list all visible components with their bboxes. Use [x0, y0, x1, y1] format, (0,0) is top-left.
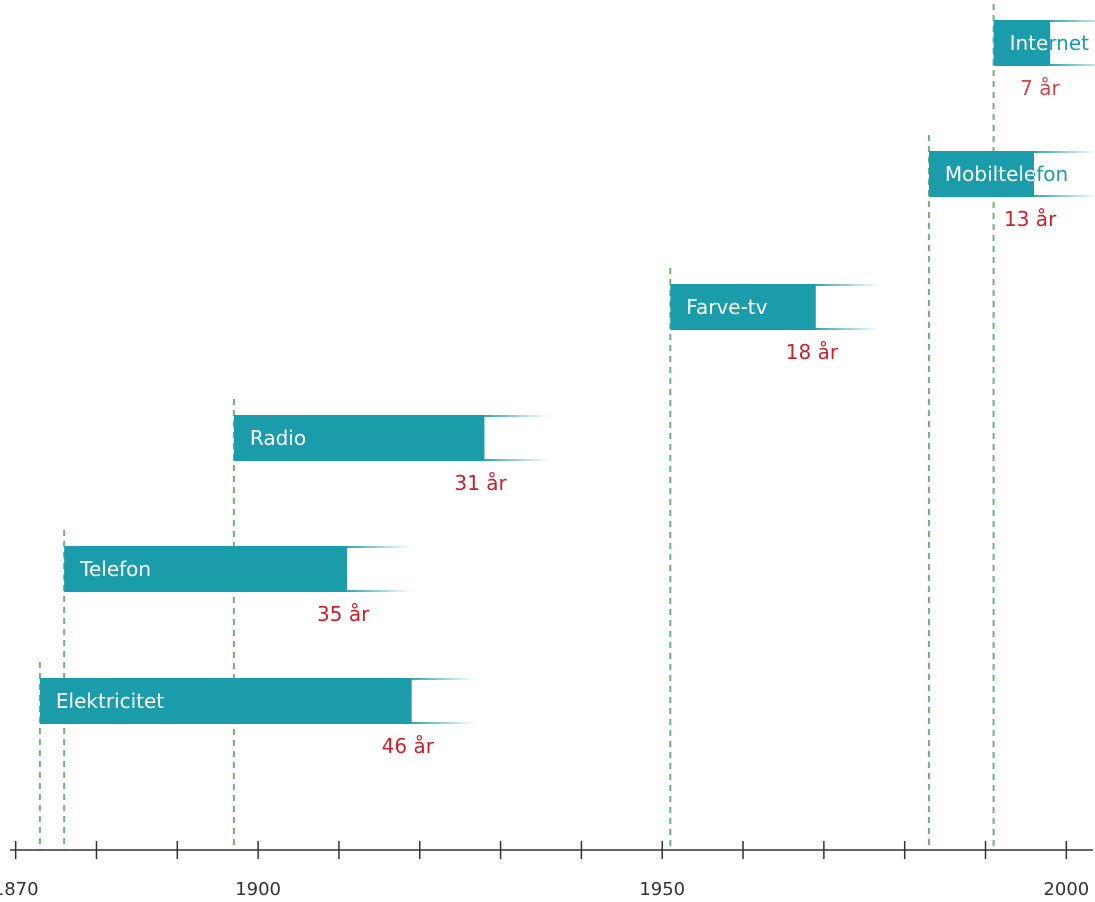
bar-fade-bottom-farve-tv — [815, 328, 880, 330]
x-tick-label-1900: 1900 — [235, 879, 281, 900]
bar-label-on-bar-mobiltelefon: Mobiltelefon — [945, 162, 1068, 186]
bar-label-internet: Internet — [1010, 31, 1090, 55]
duration-label-mobiltelefon: 13 år — [1004, 207, 1057, 231]
x-tick-label-1870: 1870 — [0, 879, 39, 900]
bar-label-on-bar-radio: Radio — [250, 426, 306, 450]
bar-fade-bottom-mobiltelefon — [1034, 195, 1095, 197]
bar-label-on-bar-elektricitet: Elektricitet — [56, 689, 164, 713]
bar-fade-top-telefon — [347, 546, 412, 548]
duration-label-telefon: 35 år — [317, 602, 370, 626]
bar-label-on-bar-internet: Internet — [1010, 31, 1090, 55]
bar-radio — [233, 415, 485, 461]
x-tick-label-2000: 2000 — [1043, 879, 1089, 900]
duration-label-radio: 31 år — [454, 471, 507, 495]
bar-telefon — [64, 546, 348, 592]
duration-label-internet: 7 år — [1020, 76, 1060, 100]
bar-fade-top-mobiltelefon — [1034, 151, 1095, 153]
bar-label-farve-tv: Farve-tv — [686, 295, 767, 319]
bar-label-on-bar-telefon: Telefon — [79, 557, 151, 581]
bar-label-telefon: Telefon — [79, 557, 151, 581]
bar-label-elektricitet: Elektricitet — [56, 689, 164, 713]
bar-fade-top-farve-tv — [815, 284, 880, 286]
duration-label-farve-tv: 18 år — [786, 340, 839, 364]
x-axis: 1870 1900 1950 2000 — [0, 841, 1093, 900]
bar-fade-bottom-elektricitet — [411, 722, 476, 724]
bar-label-mobiltelefon: Mobiltelefon — [945, 162, 1068, 186]
bar-fade-top-internet — [1050, 20, 1095, 22]
bar-internet — [993, 20, 1051, 66]
bar-fade-top-radio — [484, 415, 549, 417]
bar-fade-bottom-telefon — [347, 590, 412, 592]
bar-fade-top-elektricitet — [411, 678, 476, 680]
bar-label-radio: Radio — [250, 426, 306, 450]
bar-mobiltelefon — [928, 151, 1035, 197]
bar-label-on-bar-farve-tv: Farve-tv — [686, 295, 767, 319]
bar-fade-bottom-radio — [484, 459, 549, 461]
duration-label-elektricitet: 46 år — [382, 734, 435, 758]
bar-elektricitet — [39, 678, 412, 724]
bar-farve-tv — [670, 284, 816, 330]
x-tick-label-1950: 1950 — [639, 879, 685, 900]
bar-fade-bottom-internet — [1050, 64, 1095, 66]
